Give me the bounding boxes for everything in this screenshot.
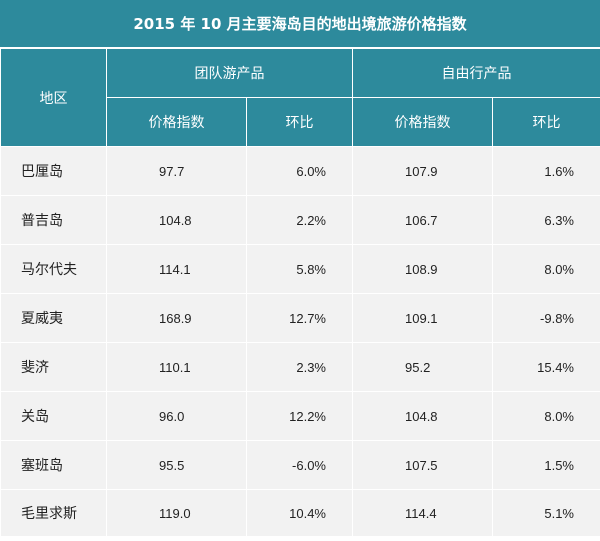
region-cell: 马尔代夫 <box>0 244 107 294</box>
fit-mom-cell: -9.8% <box>492 293 600 343</box>
group-index-cell: 97.7 <box>106 146 247 196</box>
header-region: 地区 <box>0 48 107 147</box>
fit-index-cell: 104.8 <box>352 391 493 441</box>
group-mom-cell: 12.2% <box>246 391 353 441</box>
group-index-cell: 95.5 <box>106 440 247 490</box>
fit-index-cell: 107.9 <box>352 146 493 196</box>
header-fit-product: 自由行产品 <box>352 48 600 98</box>
group-index-cell: 114.1 <box>106 244 247 294</box>
group-mom-cell: 2.2% <box>246 195 353 245</box>
group-index-cell: 110.1 <box>106 342 247 392</box>
table-row: 斐济 110.1 2.3% 95.2 15.4% <box>0 342 600 392</box>
region-cell: 巴厘岛 <box>0 146 107 196</box>
region-cell: 毛里求斯 <box>0 489 107 537</box>
group-mom-cell: 5.8% <box>246 244 353 294</box>
fit-mom-cell: 8.0% <box>492 244 600 294</box>
fit-mom-cell: 5.1% <box>492 489 600 537</box>
fit-index-cell: 108.9 <box>352 244 493 294</box>
fit-mom-cell: 1.5% <box>492 440 600 490</box>
table-row: 关岛 96.0 12.2% 104.8 8.0% <box>0 391 600 441</box>
group-mom-cell: 6.0% <box>246 146 353 196</box>
fit-index-cell: 107.5 <box>352 440 493 490</box>
header-group-mom: 环比 <box>246 97 353 147</box>
table-row: 塞班岛 95.5 -6.0% 107.5 1.5% <box>0 440 600 490</box>
table-row: 夏威夷 168.9 12.7% 109.1 -9.8% <box>0 293 600 343</box>
group-mom-cell: 10.4% <box>246 489 353 537</box>
fit-index-cell: 106.7 <box>352 195 493 245</box>
group-index-cell: 168.9 <box>106 293 247 343</box>
region-cell: 关岛 <box>0 391 107 441</box>
fit-mom-cell: 8.0% <box>492 391 600 441</box>
header-group-index: 价格指数 <box>106 97 247 147</box>
header-row-2: 价格指数 环比 价格指数 环比 <box>1 97 600 147</box>
fit-mom-cell: 6.3% <box>492 195 600 245</box>
region-cell: 斐济 <box>0 342 107 392</box>
table-title: 2015 年 10 月主要海岛目的地出境旅游价格指数 <box>0 0 600 48</box>
region-cell: 夏威夷 <box>0 293 107 343</box>
fit-index-cell: 109.1 <box>352 293 493 343</box>
table-row: 巴厘岛 97.7 6.0% 107.9 1.6% <box>0 146 600 196</box>
region-cell: 普吉岛 <box>0 195 107 245</box>
region-cell: 塞班岛 <box>0 440 107 490</box>
header-fit-mom: 环比 <box>492 97 600 147</box>
group-mom-cell: -6.0% <box>246 440 353 490</box>
group-mom-cell: 12.7% <box>246 293 353 343</box>
group-index-cell: 104.8 <box>106 195 247 245</box>
fit-mom-cell: 1.6% <box>492 146 600 196</box>
group-mom-cell: 2.3% <box>246 342 353 392</box>
price-index-table: 地区 团队游产品 自由行产品 价格指数 环比 价格指数 环比 巴厘岛 97.7 … <box>0 48 600 537</box>
fit-mom-cell: 15.4% <box>492 342 600 392</box>
header-fit-index: 价格指数 <box>352 97 493 147</box>
table-body: 巴厘岛 97.7 6.0% 107.9 1.6% 普吉岛 104.8 2.2% … <box>0 146 600 537</box>
table-row: 普吉岛 104.8 2.2% 106.7 6.3% <box>0 195 600 245</box>
header-group-product: 团队游产品 <box>106 48 353 98</box>
fit-index-cell: 95.2 <box>352 342 493 392</box>
header-row-1: 地区 团队游产品 自由行产品 <box>0 48 600 147</box>
group-index-cell: 96.0 <box>106 391 247 441</box>
table-row: 马尔代夫 114.1 5.8% 108.9 8.0% <box>0 244 600 294</box>
table-row: 毛里求斯 119.0 10.4% 114.4 5.1% <box>0 489 600 537</box>
group-index-cell: 119.0 <box>106 489 247 537</box>
fit-index-cell: 114.4 <box>352 489 493 537</box>
